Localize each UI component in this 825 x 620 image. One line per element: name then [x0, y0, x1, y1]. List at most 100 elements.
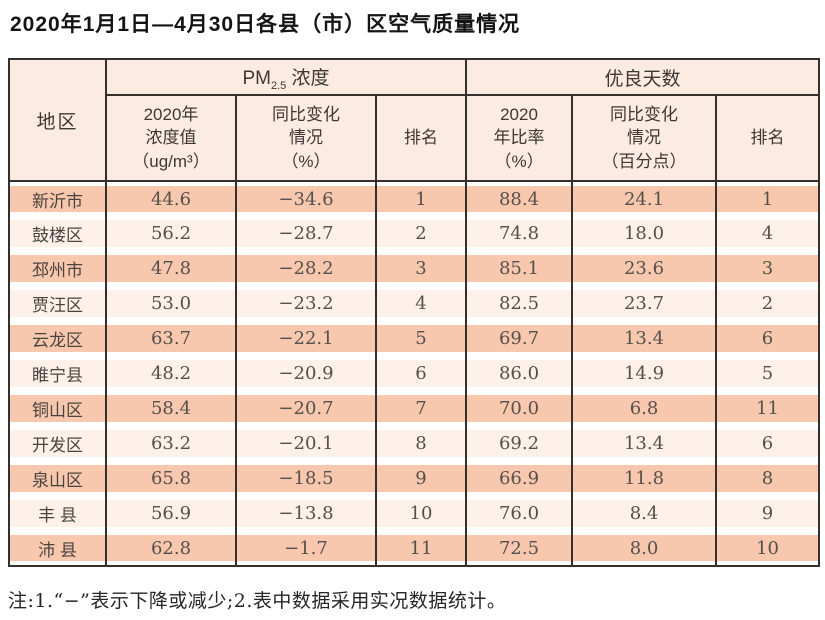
- pm-change-cell: −1.7: [235, 531, 377, 566]
- days-rate-cell: 72.5: [465, 531, 574, 566]
- column-header-days-change: 同比变化 情况 （百分点）: [571, 94, 718, 182]
- days-change-cell: 24.1: [571, 181, 718, 216]
- pm-change-cell: −23.2: [235, 286, 377, 321]
- days-change-cell: 14.9: [571, 356, 718, 391]
- days-rate-cell: 88.4: [465, 181, 574, 216]
- region-cell: 开发区: [8, 426, 107, 461]
- table-row: 沛 县 62.8 −1.7 11 72.5 8.0 10: [8, 531, 821, 566]
- days-rank-cell: 11: [715, 391, 821, 426]
- sub-header-row: 2020年 浓度值 （ug/m³） 同比变化 情况 （%） 排名 2020 年比…: [9, 94, 821, 182]
- pm-value-cell: 53.0: [105, 286, 237, 321]
- region-cell: 泉山区: [8, 461, 107, 496]
- pm-value-cell: 63.2: [105, 426, 237, 461]
- column-header-pm-rank: 排名: [374, 94, 468, 182]
- pm-change-cell: −20.7: [235, 391, 377, 426]
- column-header-pm-rank-label: 排名: [404, 128, 438, 148]
- pm-rank-cell: 2: [374, 216, 468, 251]
- region-cell: 丰 县: [8, 496, 107, 531]
- table-row: 新沂市 44.6 −34.6 1 88.4 24.1 1: [8, 181, 821, 216]
- days-change-cell: 8.0: [571, 531, 718, 566]
- pm-value-cell: 56.2: [105, 216, 237, 251]
- pm-change-cell: −22.1: [235, 321, 377, 356]
- region-cell: 云龙区: [8, 321, 107, 356]
- column-header-days-rate: 2020 年比率 （%）: [465, 94, 574, 182]
- days-rate-cell: 76.0: [465, 496, 574, 531]
- days-rank-cell: 9: [715, 496, 821, 531]
- column-header-days-rank: 排名: [715, 94, 821, 182]
- column-header-pm-change-label: 同比变化 情况 （%）: [272, 104, 340, 171]
- column-header-days-rank-label: 排名: [750, 128, 785, 148]
- column-header-region: 地区: [8, 58, 107, 182]
- region-cell: 鼓楼区: [8, 216, 107, 251]
- pm-change-cell: −28.7: [235, 216, 377, 251]
- pm-value-cell: 44.6: [105, 181, 237, 216]
- days-change-cell: 6.8: [571, 391, 718, 426]
- days-change-cell: 18.0: [571, 216, 718, 251]
- table-row: 开发区 63.2 −20.1 8 69.2 13.4 6: [8, 426, 821, 461]
- column-header-pm-value: 2020年 浓度值 （ug/m³）: [105, 94, 237, 182]
- pm-rank-cell: 10: [374, 496, 468, 531]
- air-quality-table: 地区 PM2.5 浓度 优良天数 2020年 浓度值 （ug/m³） 同比变化 …: [8, 58, 821, 567]
- days-rank-cell: 1: [715, 181, 821, 216]
- region-cell: 邳州市: [8, 251, 107, 286]
- region-cell: 贾汪区: [8, 286, 107, 321]
- days-rate-cell: 69.7: [465, 321, 574, 356]
- pm-label-main: PM: [242, 67, 271, 89]
- pm-value-cell: 48.2: [105, 356, 237, 391]
- days-rate-cell: 69.2: [465, 426, 574, 461]
- region-cell: 铜山区: [8, 391, 107, 426]
- days-rank-cell: 8: [715, 461, 821, 496]
- group-header-row: 地区 PM2.5 浓度 优良天数: [8, 58, 821, 182]
- table-row: 鼓楼区 56.2 −28.7 2 74.8 18.0 4: [8, 216, 821, 251]
- days-rate-cell: 85.1: [465, 251, 574, 286]
- pm-label-rest: 浓度: [286, 67, 330, 89]
- pm-rank-cell: 1: [374, 181, 468, 216]
- days-rate-cell: 70.0: [465, 391, 574, 426]
- days-rank-cell: 4: [715, 216, 821, 251]
- pm-rank-cell: 7: [374, 391, 468, 426]
- footnote: 注:1.“−”表示下降或减少;2.表中数据采用实况数据统计。: [8, 590, 507, 612]
- table-row: 铜山区 58.4 −20.7 7 70.0 6.8 11: [8, 391, 821, 426]
- days-rate-cell: 74.8: [465, 216, 574, 251]
- days-rank-cell: 5: [715, 356, 821, 391]
- days-change-cell: 23.7: [571, 286, 718, 321]
- column-header-pm-value-label: 2020年 浓度值 （ug/m³）: [132, 104, 210, 171]
- pm-change-cell: −18.5: [235, 461, 377, 496]
- pm-rank-cell: 3: [374, 251, 468, 286]
- pm-rank-cell: 8: [374, 426, 468, 461]
- page-title: 2020年1月1日—4月30日各县（市）区空气质量情况: [10, 13, 521, 36]
- days-rate-cell: 86.0: [465, 356, 574, 391]
- pm-rank-cell: 11: [374, 531, 468, 566]
- table-row: 云龙区 63.7 −22.1 5 69.7 13.4 6: [8, 321, 821, 356]
- region-cell: 睢宁县: [8, 356, 107, 391]
- region-cell: 新沂市: [8, 181, 107, 216]
- table-row: 泉山区 65.8 −18.5 9 66.9 11.8 8: [8, 461, 821, 496]
- days-rate-cell: 66.9: [465, 461, 574, 496]
- days-change-cell: 23.6: [571, 251, 718, 286]
- column-header-pm-change: 同比变化 情况 （%）: [235, 94, 377, 182]
- table-row: 丰 县 56.9 −13.8 10 76.0 8.4 9: [8, 496, 821, 531]
- pm-rank-cell: 5: [374, 321, 468, 356]
- pm-change-cell: −34.6: [235, 181, 377, 216]
- pm-value-cell: 56.9: [105, 496, 237, 531]
- days-rank-cell: 6: [715, 426, 821, 461]
- table-row: 贾汪区 53.0 −23.2 4 82.5 23.7 2: [8, 286, 821, 321]
- pm-rank-cell: 9: [374, 461, 468, 496]
- pm-value-cell: 62.8: [105, 531, 237, 566]
- pm-rank-cell: 4: [374, 286, 468, 321]
- pm-change-cell: −20.1: [235, 426, 377, 461]
- days-change-cell: 13.4: [571, 321, 718, 356]
- days-rank-cell: 10: [715, 531, 821, 566]
- days-rank-cell: 6: [715, 321, 821, 356]
- pm-change-cell: −13.8: [235, 496, 377, 531]
- pm-value-cell: 58.4: [105, 391, 237, 426]
- pm-change-cell: −20.9: [235, 356, 377, 391]
- pm-change-cell: −28.2: [235, 251, 377, 286]
- days-change-cell: 8.4: [571, 496, 718, 531]
- pm-label-subscript: 2.5: [270, 79, 287, 92]
- pm-rank-cell: 6: [374, 356, 468, 391]
- days-rank-cell: 2: [715, 286, 821, 321]
- column-header-days-rate-label: 2020 年比率 （%）: [493, 104, 545, 171]
- pm-value-cell: 63.7: [105, 321, 237, 356]
